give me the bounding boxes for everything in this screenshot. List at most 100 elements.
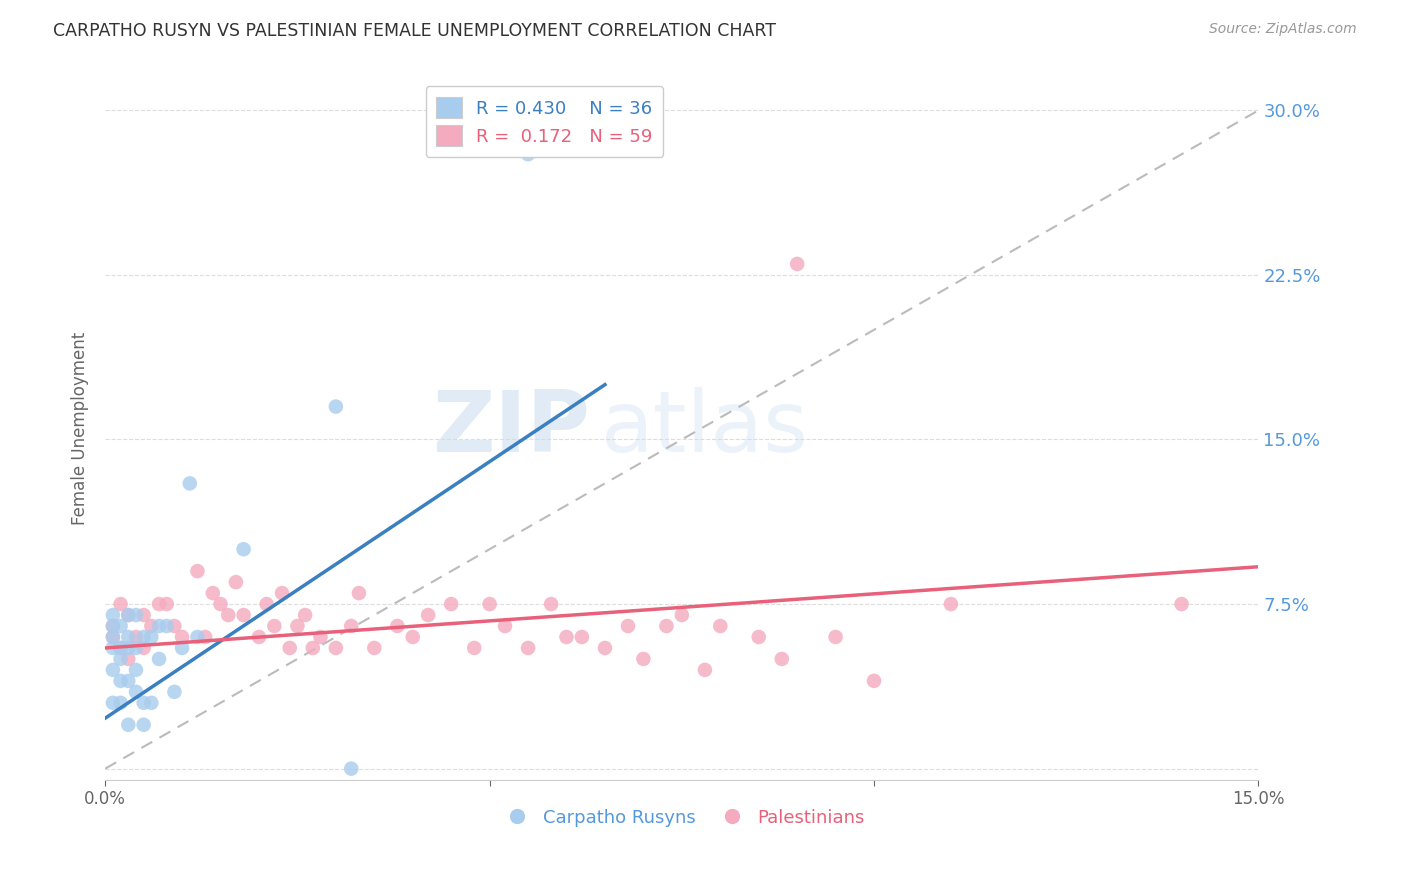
Point [101, 608, 124, 623]
Point [402, 630, 425, 644]
Point [340, 762, 363, 776]
Point [201, 586, 224, 600]
Point [263, 619, 285, 633]
Point [148, 652, 170, 666]
Point [141, 696, 163, 710]
Legend: Carpatho Rusyns, Palestinians: Carpatho Rusyns, Palestinians [492, 801, 872, 834]
Y-axis label: Female Unemployment: Female Unemployment [72, 332, 89, 525]
Point [939, 597, 962, 611]
Point [325, 640, 347, 655]
Point [110, 619, 132, 633]
Point [132, 608, 155, 623]
Point [363, 640, 385, 655]
Point [770, 652, 793, 666]
Point [217, 608, 239, 623]
Point [440, 597, 463, 611]
Point [101, 663, 124, 677]
Text: ZIP: ZIP [432, 387, 589, 470]
Point [709, 619, 731, 633]
Point [125, 685, 148, 699]
Point [294, 608, 316, 623]
Point [186, 630, 208, 644]
Point [387, 619, 409, 633]
Point [863, 673, 886, 688]
Point [117, 640, 139, 655]
Point [540, 597, 562, 611]
Point [633, 652, 655, 666]
Point [340, 619, 363, 633]
Point [110, 597, 132, 611]
Point [172, 630, 194, 644]
Point [101, 696, 124, 710]
Point [209, 597, 232, 611]
Point [347, 586, 370, 600]
Point [786, 257, 808, 271]
Point [478, 597, 501, 611]
Point [125, 640, 148, 655]
Point [117, 718, 139, 732]
Point [172, 640, 194, 655]
Point [287, 619, 309, 633]
Point [309, 630, 332, 644]
Point [132, 640, 155, 655]
Point [117, 652, 139, 666]
Text: atlas: atlas [602, 387, 808, 470]
Point [186, 564, 208, 578]
Point [125, 608, 148, 623]
Point [163, 685, 186, 699]
Point [325, 400, 347, 414]
Point [132, 696, 155, 710]
Point [517, 147, 540, 161]
Point [194, 630, 217, 644]
Point [163, 619, 186, 633]
Point [110, 640, 132, 655]
Point [117, 630, 139, 644]
Point [256, 597, 278, 611]
Point [101, 630, 124, 644]
Point [110, 640, 132, 655]
Point [593, 640, 616, 655]
Point [156, 619, 179, 633]
Point [232, 608, 254, 623]
Point [271, 586, 294, 600]
Point [494, 619, 516, 633]
Point [278, 640, 301, 655]
Point [671, 608, 693, 623]
Text: CARPATHO RUSYN VS PALESTINIAN FEMALE UNEMPLOYMENT CORRELATION CHART: CARPATHO RUSYN VS PALESTINIAN FEMALE UNE… [53, 22, 776, 40]
Point [463, 640, 485, 655]
Point [117, 608, 139, 623]
Point [101, 630, 124, 644]
Point [148, 619, 170, 633]
Point [117, 608, 139, 623]
Point [110, 652, 132, 666]
Point [824, 630, 846, 644]
Point [301, 640, 323, 655]
Point [101, 619, 124, 633]
Point [101, 619, 124, 633]
Point [617, 619, 640, 633]
Point [110, 673, 132, 688]
Point [110, 696, 132, 710]
Point [117, 673, 139, 688]
Point [132, 630, 155, 644]
Point [571, 630, 593, 644]
Point [232, 542, 254, 557]
Point [247, 630, 270, 644]
Point [416, 608, 439, 623]
Point [179, 476, 201, 491]
Point [693, 663, 716, 677]
Point [517, 640, 540, 655]
Point [655, 619, 678, 633]
Point [148, 597, 170, 611]
Point [748, 630, 770, 644]
Point [125, 663, 148, 677]
Point [132, 718, 155, 732]
Text: Source: ZipAtlas.com: Source: ZipAtlas.com [1209, 22, 1357, 37]
Point [1170, 597, 1192, 611]
Point [101, 640, 124, 655]
Point [555, 630, 578, 644]
Point [141, 630, 163, 644]
Point [125, 630, 148, 644]
Point [156, 597, 179, 611]
Point [141, 619, 163, 633]
